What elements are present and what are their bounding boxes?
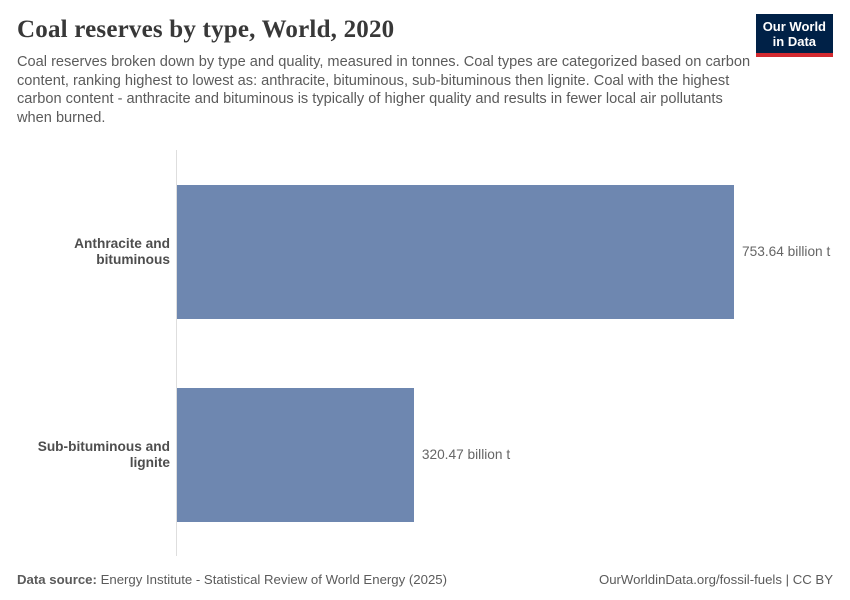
value-label: 753.64 billion t: [742, 244, 831, 260]
bar-chart: Anthracite and bituminous 753.64 billion…: [0, 150, 850, 557]
bar-row-anthracite-bituminous: Anthracite and bituminous 753.64 billion…: [0, 150, 850, 354]
bar-track: 753.64 billion t: [176, 150, 850, 354]
owid-url-license-link[interactable]: OurWorldinData.org/fossil-fuels | CC BY: [598, 572, 833, 588]
logo-text-line1: Our World: [762, 19, 826, 34]
bar-anthracite-bituminous: [177, 184, 734, 319]
chart-subtitle: Coal reserves broken down by type and qu…: [17, 54, 751, 126]
chart-footer: Data source: Energy Institute - Statisti…: [0, 572, 850, 587]
bar-track: 320.47 billion t: [176, 353, 850, 557]
bar-subbituminous-lignite: [177, 387, 414, 522]
value-label: 320.47 billion t: [421, 447, 511, 463]
owid-logo: Our World in Data: [755, 14, 833, 57]
page-title: Coal reserves by type, World, 2020: [17, 16, 395, 43]
data-source-text: Energy Institute - Statistical Review of…: [100, 572, 448, 588]
logo-text-line2: in Data: [772, 34, 817, 49]
category-label: Anthracite and bituminous: [74, 235, 170, 267]
data-source: Data source: Energy Institute - Statisti…: [17, 572, 447, 587]
category-label: Sub-bituminous and lignite: [37, 438, 170, 470]
data-source-label: Data source:: [17, 572, 97, 588]
chart-header: Coal reserves by type, World, 2020 Coal …: [0, 0, 850, 127]
bar-row-subbituminous-lignite: Sub-bituminous and lignite 320.47 billio…: [0, 353, 850, 557]
